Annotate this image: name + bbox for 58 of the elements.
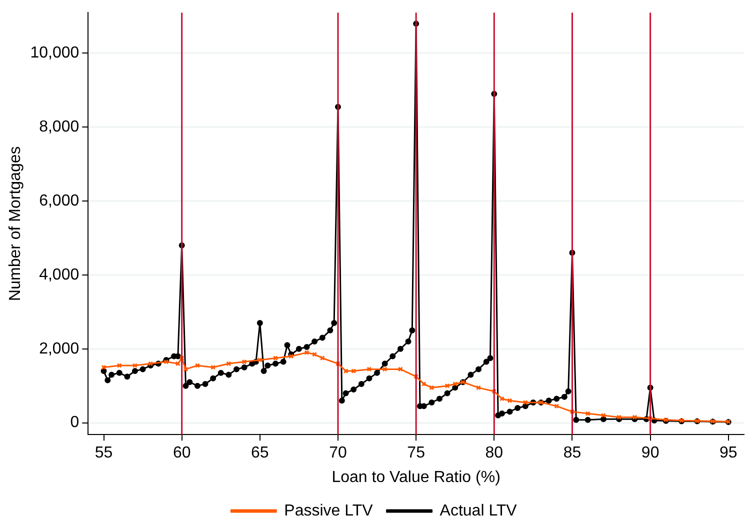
y-tick-label: 4,000: [39, 266, 80, 284]
x-tick-label: 70: [329, 444, 347, 462]
y-tick-label: 8,000: [39, 118, 80, 136]
point: [554, 404, 560, 409]
point: [366, 366, 372, 372]
point: [257, 357, 262, 362]
point: [164, 359, 169, 364]
point: [522, 400, 528, 405]
point: [429, 385, 434, 390]
x-tick-label: 60: [172, 444, 191, 462]
x-tick-label: 85: [563, 444, 582, 462]
point: [476, 385, 482, 390]
point: [273, 356, 278, 361]
y-tick-label: 2,000: [39, 340, 80, 358]
y-axis-title: Number of Mortgages: [7, 146, 24, 301]
point: [312, 352, 318, 357]
point: [648, 416, 653, 421]
x-tick-label: 80: [485, 444, 504, 462]
y-tick-label: 0: [70, 414, 80, 432]
point: [226, 361, 232, 366]
x-tick-label: 95: [719, 444, 738, 462]
point: [242, 359, 247, 364]
point: [632, 414, 638, 420]
point: [444, 383, 450, 388]
point: [585, 411, 590, 416]
point: [570, 409, 575, 414]
point: [116, 362, 122, 368]
point: [343, 368, 348, 374]
point: [183, 366, 188, 372]
point: [132, 362, 138, 368]
x-tick-label: 65: [251, 444, 269, 462]
point: [288, 354, 294, 359]
point: [492, 388, 497, 394]
point: [421, 381, 426, 386]
legend-label: Actual LTV: [440, 502, 518, 520]
point: [382, 366, 388, 372]
point: [351, 368, 356, 374]
point: [616, 414, 622, 420]
point: [175, 361, 180, 366]
point: [499, 396, 504, 402]
x-axis-title: Loan to Value Ratio (%): [332, 468, 500, 486]
point: [304, 350, 310, 356]
x-tick-label: 75: [407, 444, 426, 462]
point: [600, 412, 606, 418]
point: [179, 356, 184, 361]
y-tick-label: 10,000: [30, 44, 80, 62]
point: [414, 374, 419, 380]
legend-label: Passive LTV: [284, 502, 374, 520]
point: [335, 361, 341, 366]
point: [452, 381, 458, 386]
y-tick-label: 6,000: [39, 192, 80, 210]
x-tick-label: 55: [94, 444, 113, 462]
point: [507, 398, 512, 404]
point: [194, 362, 200, 368]
point: [320, 356, 325, 361]
point: [210, 364, 216, 370]
x-tick-label: 90: [641, 444, 660, 462]
point: [398, 366, 403, 372]
